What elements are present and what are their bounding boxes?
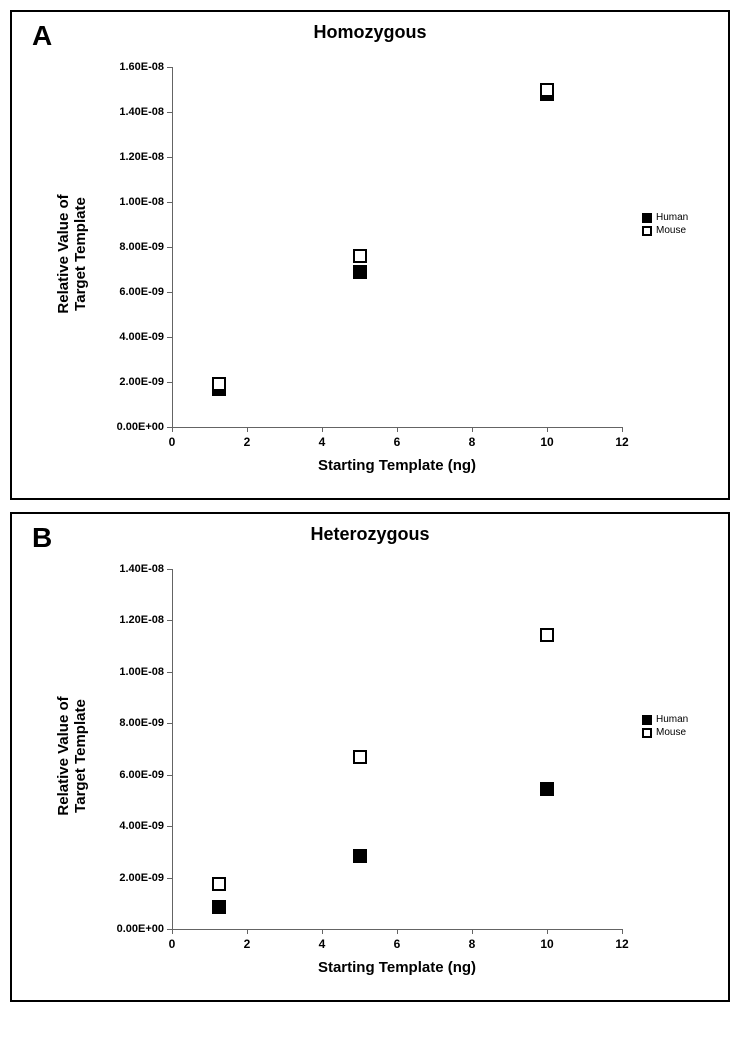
legend-label: Human xyxy=(656,714,688,725)
x-tick xyxy=(322,929,323,934)
y-tick-label: 6.00E-09 xyxy=(104,769,164,781)
legend: Human Mouse xyxy=(642,714,688,740)
x-tick xyxy=(547,929,548,934)
y-tick-label: 4.00E-09 xyxy=(104,331,164,343)
x-axis-label: Starting Template (ng) xyxy=(172,959,622,976)
legend-label: Mouse xyxy=(656,225,686,236)
y-tick-label: 0.00E+00 xyxy=(104,421,164,433)
x-tick-label: 10 xyxy=(537,435,557,449)
x-tick-label: 6 xyxy=(387,937,407,951)
x-tick xyxy=(472,929,473,934)
chart-title: Heterozygous xyxy=(12,524,728,545)
y-tick xyxy=(167,292,172,293)
data-point xyxy=(353,249,367,263)
legend-item: Human xyxy=(642,212,688,223)
y-tick-label: 8.00E-09 xyxy=(104,241,164,253)
x-tick xyxy=(397,929,398,934)
filled-square-icon xyxy=(642,213,652,223)
y-tick xyxy=(167,826,172,827)
data-point xyxy=(353,849,367,863)
data-point xyxy=(540,83,554,97)
y-tick xyxy=(167,67,172,68)
legend-item: Mouse xyxy=(642,727,688,738)
x-tick-label: 0 xyxy=(162,937,182,951)
y-tick xyxy=(167,672,172,673)
data-point xyxy=(353,265,367,279)
y-tick xyxy=(167,382,172,383)
x-tick xyxy=(472,427,473,432)
y-tick-label: 1.20E-08 xyxy=(104,151,164,163)
y-axis-label: Relative Value ofTarget Template xyxy=(55,656,89,856)
data-point xyxy=(353,750,367,764)
x-tick xyxy=(622,427,623,432)
data-point xyxy=(540,628,554,642)
y-tick-label: 6.00E-09 xyxy=(104,286,164,298)
open-square-icon xyxy=(642,728,652,738)
y-tick-label: 8.00E-09 xyxy=(104,717,164,729)
x-tick xyxy=(547,427,548,432)
y-tick xyxy=(167,775,172,776)
x-tick-label: 4 xyxy=(312,435,332,449)
legend-item: Mouse xyxy=(642,225,688,236)
y-tick-label: 1.60E-08 xyxy=(104,61,164,73)
x-tick-label: 12 xyxy=(612,937,632,951)
y-tick-label: 2.00E-09 xyxy=(104,872,164,884)
plot-area xyxy=(172,569,623,930)
x-tick-label: 8 xyxy=(462,435,482,449)
y-tick xyxy=(167,723,172,724)
legend-label: Human xyxy=(656,212,688,223)
x-tick-label: 2 xyxy=(237,435,257,449)
y-tick-label: 1.00E-08 xyxy=(104,666,164,678)
x-tick-label: 2 xyxy=(237,937,257,951)
y-tick xyxy=(167,247,172,248)
x-tick-label: 0 xyxy=(162,435,182,449)
open-square-icon xyxy=(642,226,652,236)
y-tick xyxy=(167,157,172,158)
y-tick-label: 1.40E-08 xyxy=(104,563,164,575)
x-tick-label: 12 xyxy=(612,435,632,449)
y-tick xyxy=(167,569,172,570)
data-point xyxy=(212,377,226,391)
chart-panel: BHeterozygousRelative Value ofTarget Tem… xyxy=(10,512,730,1002)
x-tick-label: 6 xyxy=(387,435,407,449)
x-tick xyxy=(247,427,248,432)
x-tick xyxy=(397,427,398,432)
y-tick-label: 1.20E-08 xyxy=(104,614,164,626)
x-tick xyxy=(322,427,323,432)
legend-label: Mouse xyxy=(656,727,686,738)
y-tick-label: 1.40E-08 xyxy=(104,106,164,118)
data-point xyxy=(212,900,226,914)
chart-panel: AHomozygousRelative Value ofTarget Templ… xyxy=(10,10,730,500)
x-tick xyxy=(622,929,623,934)
y-tick xyxy=(167,620,172,621)
y-tick xyxy=(167,878,172,879)
x-tick xyxy=(172,427,173,432)
chart-title: Homozygous xyxy=(12,22,728,43)
y-tick-label: 1.00E-08 xyxy=(104,196,164,208)
data-point xyxy=(212,877,226,891)
x-tick xyxy=(247,929,248,934)
figure-container: AHomozygousRelative Value ofTarget Templ… xyxy=(10,10,740,1002)
data-point xyxy=(540,782,554,796)
plot-area xyxy=(172,67,623,428)
y-axis-label: Relative Value ofTarget Template xyxy=(55,154,89,354)
y-tick-label: 2.00E-09 xyxy=(104,376,164,388)
legend-item: Human xyxy=(642,714,688,725)
legend: Human Mouse xyxy=(642,212,688,238)
y-tick xyxy=(167,202,172,203)
x-tick-label: 8 xyxy=(462,937,482,951)
filled-square-icon xyxy=(642,715,652,725)
y-tick-label: 4.00E-09 xyxy=(104,820,164,832)
y-tick xyxy=(167,337,172,338)
y-tick-label: 0.00E+00 xyxy=(104,923,164,935)
x-axis-label: Starting Template (ng) xyxy=(172,457,622,474)
x-tick-label: 10 xyxy=(537,937,557,951)
x-tick-label: 4 xyxy=(312,937,332,951)
x-tick xyxy=(172,929,173,934)
y-tick xyxy=(167,112,172,113)
